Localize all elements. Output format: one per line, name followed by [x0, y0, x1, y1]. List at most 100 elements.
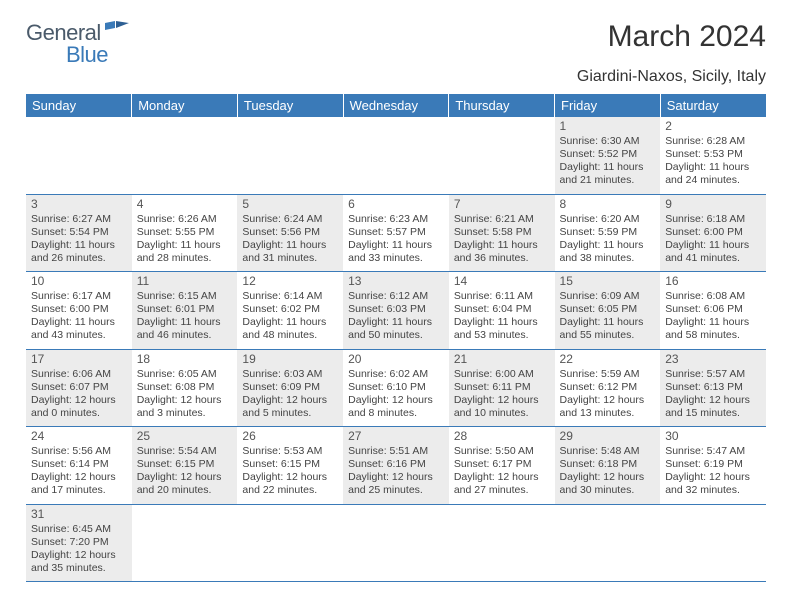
calendar-cell: 26Sunrise: 5:53 AMSunset: 6:15 PMDayligh… — [237, 427, 343, 505]
calendar-cell: 6Sunrise: 6:23 AMSunset: 5:57 PMDaylight… — [343, 194, 449, 272]
calendar-cell — [449, 117, 555, 194]
weekday-header: Wednesday — [343, 94, 449, 117]
location-subtitle: Giardini-Naxos, Sicily, Italy — [26, 68, 766, 86]
day-number: 23 — [665, 352, 761, 367]
calendar-cell — [343, 504, 449, 582]
daylight-line: Daylight: 12 hours and 32 minutes. — [665, 471, 761, 497]
weekday-header: Thursday — [449, 94, 555, 117]
daylight-line: Daylight: 12 hours and 3 minutes. — [137, 394, 233, 420]
calendar-cell: 29Sunrise: 5:48 AMSunset: 6:18 PMDayligh… — [555, 427, 661, 505]
sunrise-line: Sunrise: 5:54 AM — [137, 445, 233, 458]
daylight-line: Daylight: 12 hours and 5 minutes. — [242, 394, 338, 420]
calendar-cell: 11Sunrise: 6:15 AMSunset: 6:01 PMDayligh… — [132, 272, 238, 350]
calendar-cell — [132, 117, 238, 194]
day-number: 12 — [242, 274, 338, 289]
calendar-cell: 12Sunrise: 6:14 AMSunset: 6:02 PMDayligh… — [237, 272, 343, 350]
day-number: 7 — [454, 197, 550, 212]
calendar-table: Sunday Monday Tuesday Wednesday Thursday… — [26, 94, 766, 582]
sunset-line: Sunset: 6:08 PM — [137, 381, 233, 394]
calendar-cell: 2Sunrise: 6:28 AMSunset: 5:53 PMDaylight… — [660, 117, 766, 194]
sunrise-line: Sunrise: 6:12 AM — [348, 290, 444, 303]
sunset-line: Sunset: 6:01 PM — [137, 303, 233, 316]
calendar-cell: 13Sunrise: 6:12 AMSunset: 6:03 PMDayligh… — [343, 272, 449, 350]
sunset-line: Sunset: 5:58 PM — [454, 226, 550, 239]
day-number: 21 — [454, 352, 550, 367]
calendar-row: 24Sunrise: 5:56 AMSunset: 6:14 PMDayligh… — [26, 427, 766, 505]
day-number: 15 — [560, 274, 656, 289]
day-number: 6 — [348, 197, 444, 212]
calendar-cell: 14Sunrise: 6:11 AMSunset: 6:04 PMDayligh… — [449, 272, 555, 350]
day-number: 14 — [454, 274, 550, 289]
sunset-line: Sunset: 5:53 PM — [665, 148, 761, 161]
calendar-cell — [26, 117, 132, 194]
day-number: 2 — [665, 119, 761, 134]
weekday-header: Saturday — [660, 94, 766, 117]
page-title: March 2024 — [608, 20, 766, 54]
daylight-line: Daylight: 11 hours and 36 minutes. — [454, 239, 550, 265]
day-number: 28 — [454, 429, 550, 444]
daylight-line: Daylight: 11 hours and 50 minutes. — [348, 316, 444, 342]
daylight-line: Daylight: 11 hours and 21 minutes. — [560, 161, 656, 187]
daylight-line: Daylight: 12 hours and 17 minutes. — [31, 471, 127, 497]
daylight-line: Daylight: 11 hours and 48 minutes. — [242, 316, 338, 342]
sunrise-line: Sunrise: 5:48 AM — [560, 445, 656, 458]
calendar-cell: 15Sunrise: 6:09 AMSunset: 6:05 PMDayligh… — [555, 272, 661, 350]
day-number: 4 — [137, 197, 233, 212]
sunrise-line: Sunrise: 5:50 AM — [454, 445, 550, 458]
day-number: 9 — [665, 197, 761, 212]
calendar-cell: 27Sunrise: 5:51 AMSunset: 6:16 PMDayligh… — [343, 427, 449, 505]
daylight-line: Daylight: 11 hours and 28 minutes. — [137, 239, 233, 265]
sunset-line: Sunset: 6:11 PM — [454, 381, 550, 394]
calendar-cell: 10Sunrise: 6:17 AMSunset: 6:00 PMDayligh… — [26, 272, 132, 350]
day-number: 18 — [137, 352, 233, 367]
sunset-line: Sunset: 7:20 PM — [31, 536, 127, 549]
calendar-cell: 22Sunrise: 5:59 AMSunset: 6:12 PMDayligh… — [555, 349, 661, 427]
calendar-cell: 7Sunrise: 6:21 AMSunset: 5:58 PMDaylight… — [449, 194, 555, 272]
sunrise-line: Sunrise: 6:05 AM — [137, 368, 233, 381]
daylight-line: Daylight: 12 hours and 35 minutes. — [31, 549, 127, 575]
calendar-cell: 4Sunrise: 6:26 AMSunset: 5:55 PMDaylight… — [132, 194, 238, 272]
calendar-cell: 20Sunrise: 6:02 AMSunset: 6:10 PMDayligh… — [343, 349, 449, 427]
sunrise-line: Sunrise: 6:45 AM — [31, 523, 127, 536]
sunrise-line: Sunrise: 5:59 AM — [560, 368, 656, 381]
sunrise-line: Sunrise: 6:24 AM — [242, 213, 338, 226]
calendar-cell: 3Sunrise: 6:27 AMSunset: 5:54 PMDaylight… — [26, 194, 132, 272]
day-number: 8 — [560, 197, 656, 212]
day-number: 24 — [31, 429, 127, 444]
sunset-line: Sunset: 6:00 PM — [665, 226, 761, 239]
day-number: 27 — [348, 429, 444, 444]
sunrise-line: Sunrise: 5:53 AM — [242, 445, 338, 458]
sunrise-line: Sunrise: 6:27 AM — [31, 213, 127, 226]
sunset-line: Sunset: 6:13 PM — [665, 381, 761, 394]
calendar-cell: 8Sunrise: 6:20 AMSunset: 5:59 PMDaylight… — [555, 194, 661, 272]
calendar-cell — [343, 117, 449, 194]
daylight-line: Daylight: 12 hours and 20 minutes. — [137, 471, 233, 497]
sunset-line: Sunset: 5:54 PM — [31, 226, 127, 239]
sunrise-line: Sunrise: 6:30 AM — [560, 135, 656, 148]
calendar-row: 10Sunrise: 6:17 AMSunset: 6:00 PMDayligh… — [26, 272, 766, 350]
sunrise-line: Sunrise: 6:09 AM — [560, 290, 656, 303]
day-number: 1 — [560, 119, 656, 134]
calendar-cell — [449, 504, 555, 582]
day-number: 16 — [665, 274, 761, 289]
day-number: 3 — [31, 197, 127, 212]
weekday-header: Monday — [132, 94, 238, 117]
calendar-body: 1Sunrise: 6:30 AMSunset: 5:52 PMDaylight… — [26, 117, 766, 582]
sunset-line: Sunset: 6:02 PM — [242, 303, 338, 316]
sunrise-line: Sunrise: 6:02 AM — [348, 368, 444, 381]
day-number: 26 — [242, 429, 338, 444]
day-number: 20 — [348, 352, 444, 367]
calendar-cell: 16Sunrise: 6:08 AMSunset: 6:06 PMDayligh… — [660, 272, 766, 350]
sunrise-line: Sunrise: 6:21 AM — [454, 213, 550, 226]
daylight-line: Daylight: 11 hours and 53 minutes. — [454, 316, 550, 342]
sunrise-line: Sunrise: 6:06 AM — [31, 368, 127, 381]
daylight-line: Daylight: 11 hours and 33 minutes. — [348, 239, 444, 265]
sunset-line: Sunset: 6:15 PM — [137, 458, 233, 471]
sunrise-line: Sunrise: 5:47 AM — [665, 445, 761, 458]
daylight-line: Daylight: 11 hours and 24 minutes. — [665, 161, 761, 187]
sunset-line: Sunset: 6:07 PM — [31, 381, 127, 394]
daylight-line: Daylight: 12 hours and 25 minutes. — [348, 471, 444, 497]
daylight-line: Daylight: 11 hours and 58 minutes. — [665, 316, 761, 342]
sunrise-line: Sunrise: 6:08 AM — [665, 290, 761, 303]
sunrise-line: Sunrise: 6:26 AM — [137, 213, 233, 226]
